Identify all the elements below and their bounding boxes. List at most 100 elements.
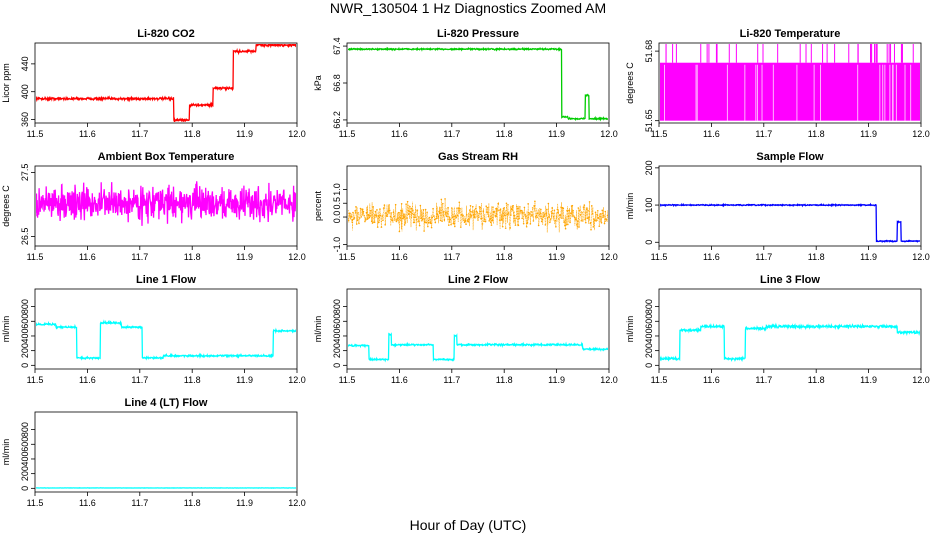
data-point: [440, 198, 443, 201]
data-point: [529, 223, 532, 225]
data-point: [486, 206, 489, 209]
data-point: [436, 213, 439, 216]
x-tick-label: 11.6: [703, 252, 720, 262]
data-point: [552, 215, 555, 218]
data-point: [602, 214, 605, 217]
series-group: [660, 44, 920, 121]
data-point: [432, 207, 434, 210]
data-point: [422, 208, 425, 211]
x-tick-label: 11.6: [391, 129, 408, 139]
data-point: [517, 224, 520, 227]
data-point: [352, 218, 355, 220]
data-point: [595, 219, 598, 222]
y-tick-label: -1.0: [332, 237, 342, 253]
data-point: [420, 217, 422, 220]
x-tick-label: 11.6: [79, 252, 96, 262]
data-point: [444, 198, 446, 200]
x-tick-label: 12.0: [600, 252, 618, 262]
data-point: [397, 217, 399, 220]
data-point: [379, 208, 381, 210]
data-point: [449, 218, 452, 221]
data-point: [462, 214, 464, 217]
panel-title: Line 2 Flow: [448, 274, 508, 286]
data-point: [524, 213, 526, 216]
data-point: [597, 217, 600, 219]
data-point: [356, 219, 359, 222]
data-point: [546, 208, 548, 211]
data-point: [369, 215, 372, 217]
data-point: [584, 218, 586, 221]
data-point: [397, 211, 400, 214]
y-axis-label: ml/min: [1, 439, 11, 466]
data-point: [601, 209, 604, 212]
x-tick-label: 11.7: [131, 498, 148, 508]
data-point: [512, 204, 514, 207]
data-point: [580, 219, 583, 222]
y-tick-label: 0: [332, 363, 342, 368]
panel-2: Li-820 Pressure 11.5 11.6 11.7 11.8 11.9 12.0 6…: [313, 28, 618, 139]
data-point: [430, 226, 433, 229]
data-point: [607, 220, 608, 222]
data-point: [599, 213, 602, 215]
data-point: [479, 206, 482, 209]
data-point: [539, 212, 541, 214]
data-point: [606, 214, 608, 217]
data-point: [459, 226, 462, 228]
data-point: [514, 224, 517, 226]
x-tick-label: 11.7: [131, 129, 148, 139]
data-point: [379, 214, 382, 217]
data-point: [532, 220, 535, 222]
data-point: [414, 216, 416, 218]
data-point: [480, 217, 483, 220]
data-point: [559, 214, 562, 216]
data-point: [504, 227, 507, 229]
data-point: [392, 211, 395, 214]
data-point: [442, 210, 445, 213]
data-point: [410, 207, 413, 210]
x-tick-label: 11.5: [651, 129, 668, 139]
data-point: [407, 213, 410, 216]
data-point: [469, 204, 472, 207]
data-point: [535, 214, 538, 217]
data-point: [547, 202, 550, 205]
plot-frame: [34, 411, 298, 493]
data-point: [483, 220, 485, 223]
data-point: [439, 212, 441, 215]
data-point: [561, 217, 563, 219]
data-point: [499, 208, 502, 211]
data-point: [546, 216, 549, 219]
plot-frame: [346, 165, 610, 247]
data-point: [522, 211, 524, 214]
plot-frame: [658, 42, 922, 124]
x-tick-label: 11.6: [79, 129, 96, 139]
data-point: [497, 202, 500, 205]
y-tick-label: 400: [644, 328, 654, 343]
data-point: [568, 209, 571, 212]
data-point: [380, 226, 383, 228]
data-point: [525, 215, 527, 218]
x-axis-title: Hour of Day (UTC): [409, 517, 527, 533]
y-tick-label: 800: [644, 299, 654, 314]
data-point: [542, 211, 544, 214]
data-point: [417, 220, 419, 223]
data-point: [486, 211, 488, 213]
data-point: [501, 218, 503, 221]
x-tick-label: 11.7: [755, 252, 772, 262]
data-point: [364, 220, 366, 223]
data-point: [531, 207, 534, 209]
data-point: [389, 215, 392, 218]
data-point: [360, 216, 363, 218]
y-axis-label: ml/min: [1, 316, 11, 343]
data-point: [509, 227, 511, 229]
data-point: [587, 209, 589, 212]
data-point: [558, 218, 560, 220]
data-point: [393, 215, 395, 218]
data-point: [582, 220, 584, 222]
data-point: [567, 223, 569, 226]
y-tick-label: 0: [644, 240, 654, 245]
data-point: [388, 209, 391, 212]
x-tick-label: 11.9: [236, 129, 253, 139]
x-tick-label: 11.9: [548, 252, 565, 262]
data-point: [438, 210, 440, 213]
panel-10: Line 4 (LT) Flow 11.5 11.6 11.7 11.8 11.9 12.0…: [1, 397, 306, 508]
